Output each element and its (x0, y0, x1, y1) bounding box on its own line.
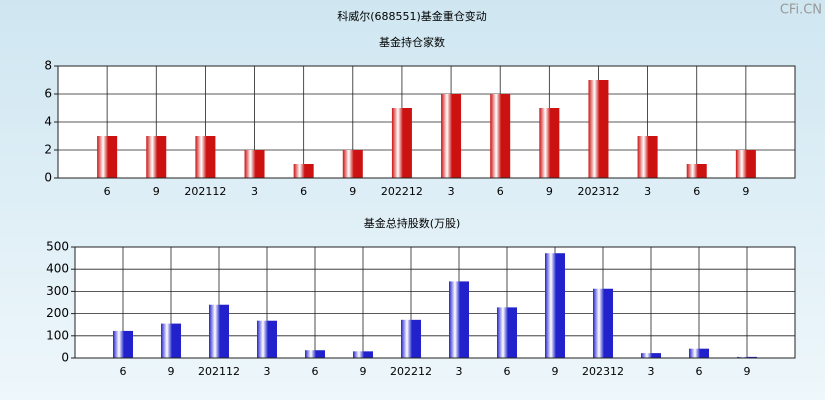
x-tick-label: 202312 (582, 365, 624, 378)
bar (686, 164, 707, 178)
x-tick-label: 9 (168, 365, 175, 378)
bar (545, 253, 565, 358)
x-tick-label: 9 (546, 185, 553, 198)
x-tick-label: 9 (153, 185, 160, 198)
x-tick-label: 9 (349, 185, 356, 198)
x-tick-label: 202112 (184, 185, 226, 198)
y-tick-label: 6 (44, 87, 52, 101)
x-tick-label: 9 (744, 365, 751, 378)
x-tick-label: 6 (104, 185, 111, 198)
y-tick-label: 0 (61, 351, 69, 365)
bar (441, 94, 462, 178)
x-tick-label: 6 (696, 365, 703, 378)
y-tick-label: 300 (46, 284, 69, 298)
bar (342, 150, 363, 178)
bar (539, 108, 560, 178)
chart-title: 基金总持股数(万股) (364, 216, 461, 230)
x-tick-label: 6 (693, 185, 700, 198)
x-tick-label: 3 (456, 365, 463, 378)
bar (735, 150, 756, 178)
bar (244, 150, 265, 178)
plot-border (74, 246, 796, 359)
y-tick-label: 500 (46, 240, 69, 254)
chart-title: 基金持仓家数 (379, 35, 445, 49)
x-tick-label: 9 (742, 185, 749, 198)
bar (641, 353, 661, 358)
bar (353, 351, 373, 358)
x-tick-label: 3 (264, 365, 271, 378)
y-tick-label: 100 (46, 328, 69, 342)
bar (209, 304, 229, 358)
y-tick-label: 200 (46, 306, 69, 320)
bar (305, 350, 325, 358)
x-tick-label: 3 (644, 185, 651, 198)
x-tick-label: 202212 (381, 185, 423, 198)
y-tick-label: 4 (44, 115, 52, 129)
bar (293, 164, 314, 178)
plot-area (75, 247, 795, 358)
bar (391, 108, 412, 178)
x-tick-label: 6 (300, 185, 307, 198)
x-tick-label: 202312 (577, 185, 619, 198)
bar (97, 136, 118, 178)
x-tick-label: 202112 (198, 365, 240, 378)
x-tick-label: 6 (312, 365, 319, 378)
x-tick-label: 6 (504, 365, 511, 378)
bar (195, 136, 216, 178)
bar (497, 307, 517, 358)
bar (737, 356, 757, 358)
x-tick-label: 9 (360, 365, 367, 378)
bar (146, 136, 167, 178)
bar (449, 281, 469, 358)
bar (257, 320, 277, 358)
y-tick-label: 8 (44, 59, 52, 73)
y-tick-label: 400 (46, 262, 69, 276)
x-tick-label: 6 (120, 365, 127, 378)
bar (593, 288, 613, 358)
bar (490, 94, 511, 178)
bar (689, 348, 709, 358)
page-title: 科威尔(688551)基金重仓变动 (337, 9, 487, 23)
bar (637, 136, 658, 178)
x-tick-label: 202212 (390, 365, 432, 378)
x-tick-label: 3 (448, 185, 455, 198)
watermark: CFi.CN (780, 3, 822, 18)
bar (161, 323, 181, 358)
bar (588, 80, 609, 178)
bar (401, 319, 421, 358)
y-tick-label: 0 (44, 171, 52, 185)
x-tick-label: 9 (552, 365, 559, 378)
plot-border (57, 65, 796, 179)
x-tick-label: 6 (497, 185, 504, 198)
bar (113, 330, 133, 358)
x-tick-label: 3 (648, 365, 655, 378)
x-tick-label: 3 (251, 185, 258, 198)
y-tick-label: 2 (44, 143, 52, 157)
